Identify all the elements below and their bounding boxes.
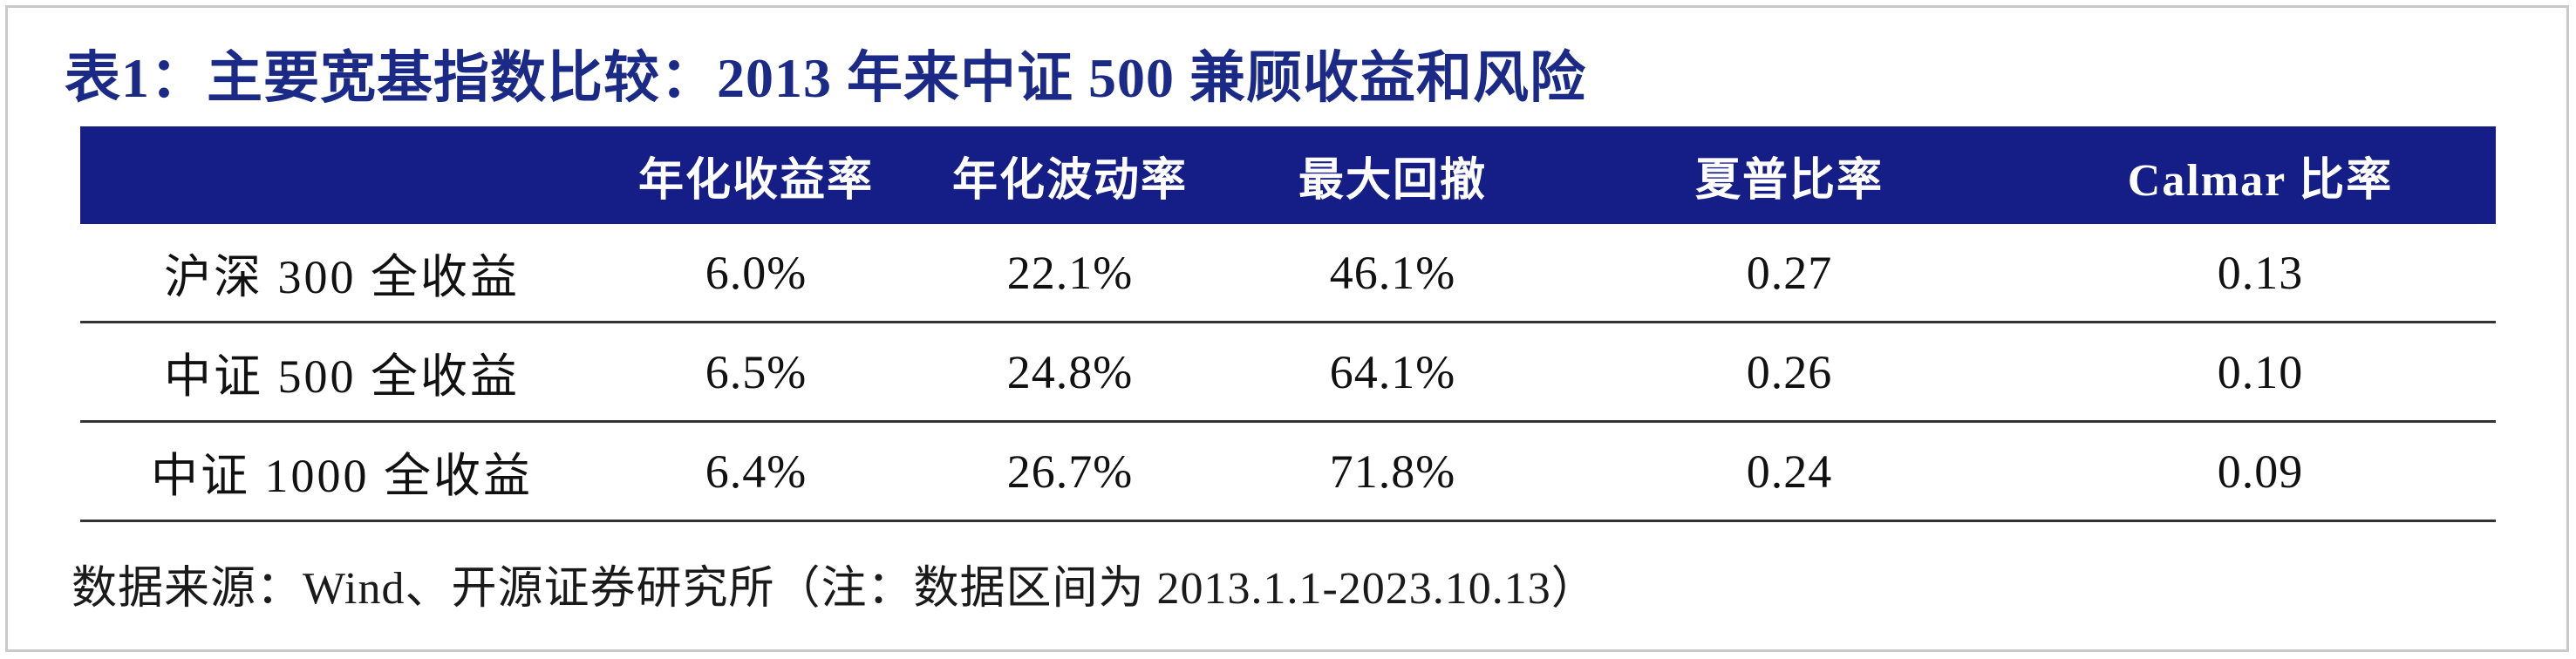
cell-annual-return: 6.4% (603, 421, 909, 522)
cell-annual-volatility: 24.8% (909, 322, 1231, 423)
comparison-table: 年化收益率 年化波动率 最大回撤 夏普比率 Calmar 比率 沪深 300 全… (80, 126, 2496, 522)
table-row: 中证 500 全收益 6.5% 24.8% 64.1% 0.26 0.10 (80, 322, 2496, 423)
data-source-note: 数据来源：Wind、开源证券研究所（注：数据区间为 2013.1.1-2023.… (72, 564, 1598, 614)
row-label: 中证 1000 全收益 (80, 421, 603, 522)
header-cell-sharpe-ratio: 夏普比率 (1554, 126, 2025, 224)
header-cell-calmar-ratio: Calmar 比率 (2025, 126, 2496, 224)
cell-max-drawdown: 71.8% (1231, 421, 1554, 522)
cell-annual-volatility: 26.7% (909, 421, 1231, 522)
row-label: 中证 500 全收益 (80, 322, 603, 423)
cell-sharpe-ratio: 0.24 (1554, 421, 2025, 522)
header-cell-annual-return: 年化收益率 (603, 126, 909, 224)
cell-sharpe-ratio: 0.27 (1554, 224, 2025, 323)
cell-sharpe-ratio: 0.26 (1554, 322, 2025, 423)
row-label: 沪深 300 全收益 (80, 224, 603, 323)
table-title: 表1：主要宽基指数比较：2013 年来中证 500 兼顾收益和风险 (65, 47, 1586, 109)
cell-max-drawdown: 64.1% (1231, 322, 1554, 423)
cell-annual-return: 6.5% (603, 322, 909, 423)
table-row: 中证 1000 全收益 6.4% 26.7% 71.8% 0.24 0.09 (80, 421, 2496, 522)
header-cell-annual-volatility: 年化波动率 (909, 126, 1231, 224)
cell-max-drawdown: 46.1% (1231, 224, 1554, 323)
header-cell-max-drawdown: 最大回撤 (1231, 126, 1554, 224)
cell-annual-return: 6.0% (603, 224, 909, 323)
cell-annual-volatility: 22.1% (909, 224, 1231, 323)
cell-calmar-ratio: 0.13 (2025, 224, 2496, 323)
table-header-row: 年化收益率 年化波动率 最大回撤 夏普比率 Calmar 比率 (80, 126, 2496, 224)
cell-calmar-ratio: 0.10 (2025, 322, 2496, 423)
header-cell-index (80, 126, 603, 224)
table-row: 沪深 300 全收益 6.0% 22.1% 46.1% 0.27 0.13 (80, 224, 2496, 323)
cell-calmar-ratio: 0.09 (2025, 421, 2496, 522)
